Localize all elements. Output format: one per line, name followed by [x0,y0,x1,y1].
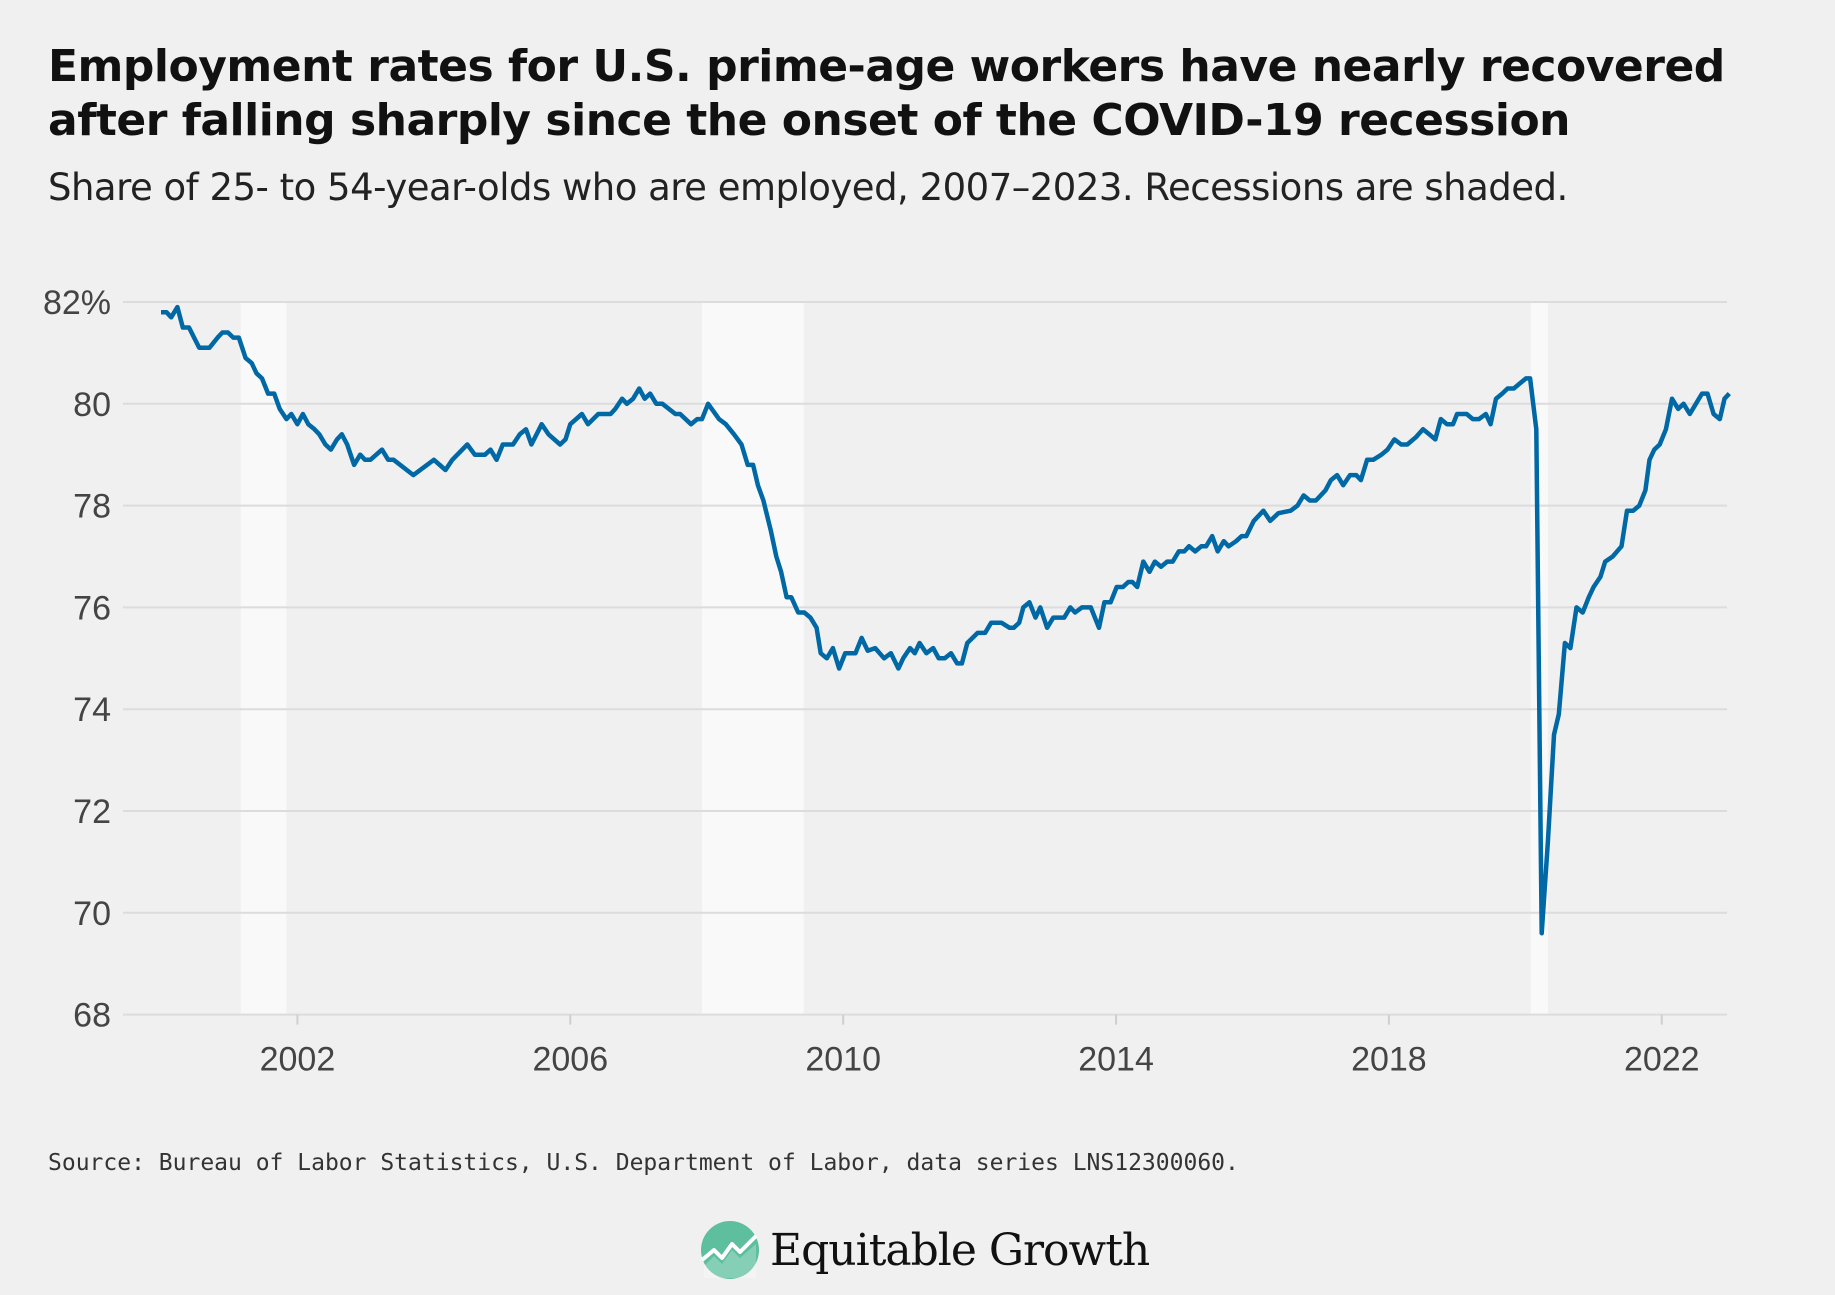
recession-shading-group [240,302,1548,1015]
logo-text: Equitable Growth [770,1224,1150,1276]
chart-subtitle: Share of 25- to 54-year-olds who are emp… [48,166,1568,209]
x-tick-label: 2022 [1624,1041,1700,1079]
recession-shading [701,302,804,1015]
gridlines [123,301,1727,1025]
y-tick-label: 68 [73,997,111,1035]
x-tick-label: 2002 [260,1041,336,1079]
y-tick-label: 78 [73,488,111,526]
rising-chart-circle-icon [700,1221,759,1279]
y-tick-label: 74 [73,691,111,729]
y-tick-label: 72 [73,793,111,831]
y-tick-label: 76 [73,589,111,627]
y-axis-labels: 68 70 72 74 76 78 80 82% [43,284,111,1035]
x-tick-label: 2006 [532,1041,608,1079]
y-tick-label: 70 [73,895,111,933]
chart-title: Employment rates for U.S. prime-age work… [48,41,1725,146]
x-axis-labels: 2002 2006 2010 2014 2018 2022 [260,1041,1700,1079]
x-tick-label: 2010 [805,1041,881,1079]
series-line-employment-rate [161,304,1731,936]
x-tick-label: 2018 [1351,1041,1427,1079]
y-tick-label: 80 [73,386,111,424]
equitable-growth-logo: Equitable Growth [700,1218,1150,1282]
recession-shading [240,302,287,1015]
y-tick-label: 82% [43,284,111,322]
x-tick-label: 2014 [1078,1041,1154,1079]
source-note: Source: Bureau of Labor Statistics, U.S.… [48,1150,1239,1176]
